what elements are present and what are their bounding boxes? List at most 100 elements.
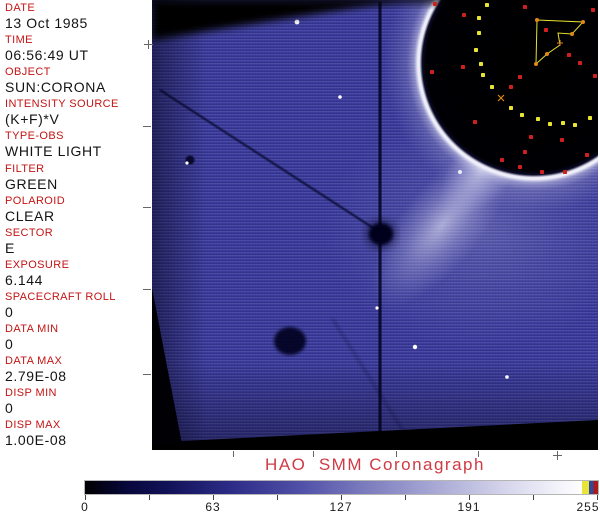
image-title: HAO SMM Coronagraph [265,455,485,474]
yellow-calibration-dot [485,3,489,7]
colorbar-label: 127 [329,500,353,514]
calibration-dots-layer [430,2,597,174]
metadata-field-intensity-source: INTENSITY SOURCE (K+F)*V [5,98,151,128]
yellow-calibration-dot [477,16,481,20]
field-label: TYPE-OBS [5,130,64,143]
red-calibration-dot [509,85,513,89]
field-label: SECTOR [5,226,54,239]
roi-vertex-dot [534,62,538,66]
yellow-calibration-dot [490,85,494,89]
red-calibration-dot [585,153,589,157]
coronagraph-image [152,0,598,450]
field-value: SUN:CORONA [5,79,106,96]
plus-marker [557,451,558,460]
field-value: 0 [5,303,14,320]
field-label: DISP MIN [5,387,57,400]
roi-vertex-dot [545,52,549,56]
red-calibration-dot [563,170,567,174]
field-value: 1.00E-08 [5,432,67,449]
red-calibration-dot [523,5,527,9]
red-calibration-dot [473,120,477,124]
field-label: INTENSITY SOURCE [5,98,119,111]
colorbar-tick [405,495,406,500]
metadata-field-object: OBJECT SUN:CORONA [5,66,151,96]
roi-vertex-dot [570,32,574,36]
colorbar-tick [85,495,86,500]
field-label: OBJECT [5,66,51,79]
left-axis-tick [143,289,151,290]
left-axis-tick [143,374,151,375]
colorbar-tick [597,495,598,500]
yellow-calibration-dot [573,123,577,127]
colorbar-tick [341,495,342,500]
field-label: DATA MIN [5,323,59,335]
yellow-calibration-dot [481,73,485,77]
red-calibration-dot [433,2,437,6]
red-calibration-dot [578,61,582,65]
yellow-calibration-dot [474,48,478,52]
star-speck [294,19,300,25]
metadata-field-sector: SECTOR E [5,227,151,257]
roi-vertex-dot [535,18,539,22]
yellow-calibration-dot [548,122,552,126]
yellow-calibration-dot [509,106,513,110]
metadata-field-time: TIME 06:56:49 UT [5,34,151,64]
metadata-field-filter: FILTER GREEN [5,163,151,193]
field-value: WHITE LIGHT [5,143,102,160]
red-calibration-dot [518,165,522,169]
field-value: (K+F)*V [5,111,60,128]
field-label: EXPOSURE [5,258,70,271]
intensity-colorbar [85,481,598,494]
red-calibration-dot [500,158,504,162]
red-calibration-dot [523,150,527,154]
yellow-calibration-dot [588,116,592,120]
metadata-field-type-obs: TYPE-OBS WHITE LIGHT [5,130,151,160]
colorbar-tick [213,495,214,500]
yellow-calibration-dot [477,31,481,35]
field-value: 06:56:49 UT [5,47,89,64]
roi-polygon [535,19,585,66]
metadata-panel: DATE 13 Oct 1985 TIME 06:56:49 UT OBJECT SUN:… [0,0,152,450]
colorbar-label: 63 [205,500,221,514]
yellow-calibration-dot [536,117,540,121]
field-value: CLEAR [5,207,55,224]
roi-overlay-layer [534,18,585,66]
yellow-calibration-dot [520,113,524,117]
faint-scratch [331,317,415,449]
colorbar-tick [469,495,470,500]
left-axis-tick [143,207,151,208]
metadata-field-data-max: DATA MAX 2.79E-08 [5,355,151,385]
plus-marker [148,40,149,49]
metadata-field-polaroid: POLAROID CLEAR [5,195,151,225]
colorbar-label: 191 [457,500,481,514]
left-axis-tick [143,126,151,127]
star-speck [375,306,379,310]
coronagraph-canvas [152,0,598,450]
field-value: 13 Oct 1985 [5,15,88,31]
field-value: 2.79E-08 [5,368,67,385]
bottom-left-wedge [152,288,182,444]
orange-x-marker [497,94,505,102]
red-calibration-dot [591,8,595,12]
yellow-calibration-dot [479,62,483,66]
field-label: FILTER [5,162,45,175]
roi-center-star [557,40,563,46]
red-calibration-dot [560,138,564,142]
occulter-wire [159,89,382,234]
bright-speck [185,161,189,165]
metadata-field-spacecraft-roll: SPACECRAFT ROLL 0 [5,291,151,321]
metadata-field-exposure: EXPOSURE 6.144 [5,259,151,289]
colorbar-label: 0 [81,500,89,514]
top-fade [152,0,598,10]
field-label: DATA MAX [5,355,63,368]
colorbar-label: 255 [576,500,600,514]
metadata-field-date: DATE 13 Oct 1985 [5,2,151,32]
red-calibration-dot [593,74,597,78]
field-label: SPACECRAFT ROLL [5,290,116,303]
star-speck [505,375,509,379]
colorbar-tick [277,495,278,500]
dark-blob [274,327,306,355]
colorbar-tick [149,495,150,500]
red-calibration-dot [529,135,533,139]
